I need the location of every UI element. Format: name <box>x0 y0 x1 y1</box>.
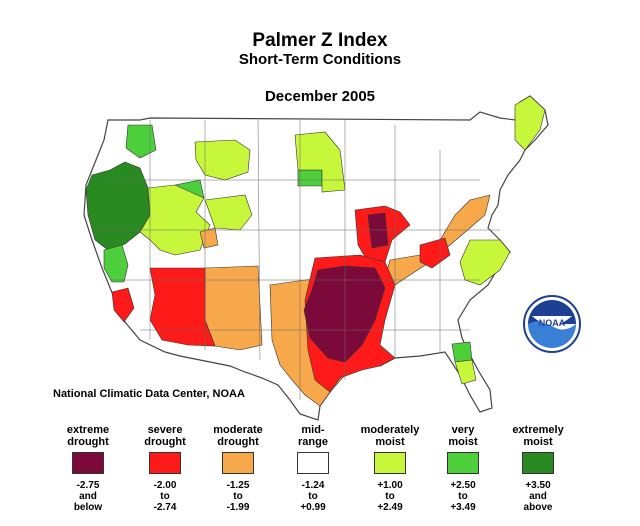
region-moderately-moist-ne <box>514 95 546 151</box>
state-boundaries <box>95 119 500 400</box>
legend-swatch <box>149 452 181 474</box>
region-moderate-drought-east <box>384 194 491 286</box>
region-extreme-drought-il <box>367 212 389 249</box>
region-moderately-moist-nc <box>459 239 511 286</box>
region-very-moist-sd <box>297 169 323 187</box>
region-moderately-moist-west <box>139 184 211 256</box>
region-moderately-moist-wy <box>204 194 253 231</box>
legend-swatch <box>72 452 104 474</box>
legend-swatch <box>297 452 329 474</box>
region-very-moist-ga <box>451 341 473 363</box>
legend-item-moderately-moist: moderately moist +1.00 to +2.49 <box>360 424 420 513</box>
noaa-logo: NOAA <box>523 295 581 353</box>
region-moderate-drought-nm <box>204 265 263 351</box>
legend-item-extreme-drought: extreme drought -2.75 and below <box>66 424 110 513</box>
legend-swatch <box>374 452 406 474</box>
legend-item-severe-drought: severe drought -2.00 to -2.74 <box>144 424 186 513</box>
region-severe-drought-ca <box>111 287 135 323</box>
region-moderate-drought-ks <box>199 227 219 249</box>
legend-item-very-moist: very moist +2.50 to +3.49 <box>447 424 479 513</box>
legend-item-moderate-drought: moderate drought -1.25 to -1.99 <box>213 424 263 513</box>
legend-item-extremely-moist: extremely moist +3.50 and above <box>512 424 564 513</box>
noaa-logo-text: NOAA <box>539 318 566 328</box>
legend-swatch <box>447 452 479 474</box>
region-extreme-drought-ar <box>303 265 386 363</box>
legend-swatch <box>222 452 254 474</box>
legend-item-mid-range: mid-range -1.24 to +0.99 <box>297 424 329 513</box>
map-date: December 2005 <box>264 88 376 105</box>
map-title: Palmer Z Index <box>252 30 388 51</box>
region-very-moist-wa <box>125 124 157 159</box>
map-subtitle: Short-Term Conditions <box>238 51 402 68</box>
region-moderately-moist-nd <box>294 131 346 193</box>
region-moderately-moist-fl <box>454 359 477 385</box>
source-credit: National Climatic Data Center, NOAA <box>53 388 245 400</box>
region-severe-drought-ky <box>419 237 451 269</box>
legend-swatch <box>522 452 554 474</box>
region-very-moist-ca <box>103 244 129 283</box>
region-moderately-moist-mt <box>194 139 251 181</box>
